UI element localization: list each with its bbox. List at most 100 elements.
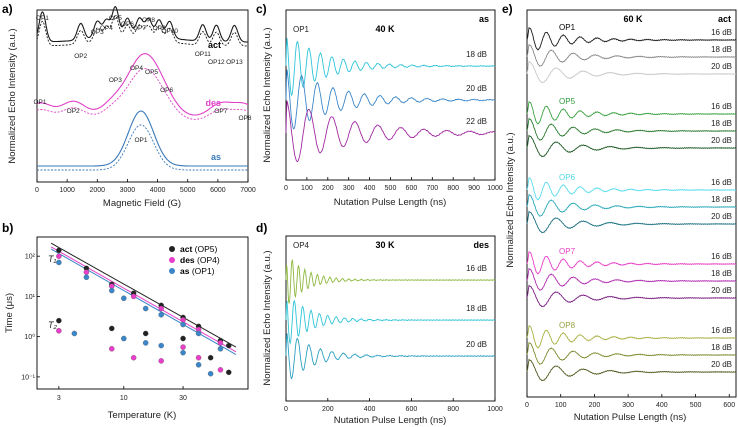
panel-e-group-label-OP8: OP8 <box>559 321 576 330</box>
panel-label-b: b) <box>2 221 13 235</box>
panel-b-xtick-label: 30 <box>179 395 187 402</box>
peak-label-act-OP13: OP13 <box>226 59 243 66</box>
panel-d-xlabel: Nutation Pulse Length (ns) <box>334 415 446 426</box>
panel-d-series-label: 16 dB <box>466 264 487 273</box>
point-as-T2 <box>180 349 186 356</box>
peak-label-des-OP8: OP8 <box>238 115 251 122</box>
panel-b-xtick-label: 10 <box>120 395 128 402</box>
panel-c-series-label: 20 dB <box>466 84 487 93</box>
legend-label-des: des (OP4) <box>180 255 220 265</box>
panel-e-xtick-label: 400 <box>656 402 668 409</box>
panel-d-xtick-label: 1000 <box>487 406 503 413</box>
panel-e-curve-OP1-18dB <box>526 43 737 67</box>
panel-e-series-label: 20 dB <box>711 136 732 145</box>
panel-e-curve-OP8-18dB <box>526 341 737 365</box>
panel-e-curve-OP5-18dB <box>526 117 737 141</box>
panel-c-tag: as <box>479 14 489 24</box>
peak-label-act-OP12: OP12 <box>208 59 225 66</box>
series-label-as: as <box>211 152 221 162</box>
peak-label-act-OP11: OP11 <box>195 51 212 58</box>
peak-label-des-OP5: OP5 <box>145 69 158 76</box>
panel-a-curve-as-dotted <box>37 124 248 171</box>
panel-e-series-label: 16 dB <box>711 326 732 335</box>
panel-e-series-label: 20 dB <box>711 286 732 295</box>
panel-b-ytick-label: 10¹ <box>25 294 36 301</box>
panel-c-xtick-label: 300 <box>343 185 355 192</box>
point-des-T1 <box>56 253 62 259</box>
panel-c-title: 40 K <box>375 24 395 34</box>
point-des-T1 <box>180 317 186 323</box>
panel-e-curve-OP5-20dB <box>526 134 737 158</box>
panel-e-series-label: 20 dB <box>711 212 732 221</box>
point-des-T1 <box>158 305 164 312</box>
peak-label-as-OP1: OP1 <box>134 137 147 144</box>
panel-e-series-label: 18 dB <box>711 195 732 204</box>
panel-d-series-label: 18 dB <box>466 304 487 313</box>
point-act-T1 <box>226 342 232 349</box>
peak-label-des-OP4: OP4 <box>130 65 143 72</box>
point-des-T2 <box>56 328 62 334</box>
panel-c-xtick-label: 200 <box>322 185 334 192</box>
panel-e-ylabel: Normalized Echo Intensity (a.u.) <box>505 132 516 267</box>
point-act-T2 <box>109 325 115 332</box>
panel-e-curve-OP8-16dB <box>526 325 737 349</box>
point-des-T1 <box>130 293 137 300</box>
panel-c: Normalized Echo Intensity (a.u.) Nutatio… <box>262 9 503 208</box>
panel-a-frame <box>36 9 249 183</box>
panel-b-ytick-label: 10⁰ <box>24 333 35 341</box>
panel-a-xtick-label: 6000 <box>210 187 226 194</box>
panel-e-tag: act <box>718 14 731 24</box>
point-act-T2 <box>180 335 186 342</box>
point-as-T2 <box>158 342 164 349</box>
panel-e-curve-OP8-20dB <box>526 358 737 382</box>
panel-d-curve-16dB <box>285 259 496 304</box>
panel-d: Normalized Echo Intensity (a.u.) Nutatio… <box>262 235 503 426</box>
panel-e-curve-OP1-16dB <box>526 27 737 51</box>
panel-e-title: 60 K <box>623 14 643 24</box>
panel-label-c: c) <box>256 2 267 16</box>
point-as-T2 <box>71 330 78 337</box>
panel-a-xtick-label: 7000 <box>240 187 256 194</box>
panel-a-xlabel: Magnetic Field (G) <box>103 198 181 209</box>
fit-line-des <box>50 246 237 353</box>
panel-e-series-label: 16 dB <box>711 178 732 187</box>
annotation-t2: T₂ <box>48 320 57 330</box>
peak-label-act-OP10: OP10 <box>161 28 178 35</box>
panel-e-curve-OP1-20dB <box>526 60 737 84</box>
panel-e-xlabel: Nutation Pulse Length (ns) <box>574 412 686 423</box>
panel-a-curve-des <box>36 53 249 116</box>
panel-b-ytick-label: 10² <box>25 254 36 261</box>
panel-d-tag: des <box>473 240 489 250</box>
panel-a-ylabel: Normalized Echo Intensity (a.u.) <box>7 28 18 163</box>
panel-c-xtick-label: 500 <box>385 185 397 192</box>
panel-d-series-label: 20 dB <box>466 340 487 349</box>
point-as-T2 <box>207 370 214 377</box>
panel-b-ylabel: Time (μs) <box>4 293 15 333</box>
panel-d-xtick-label: 800 <box>447 406 459 413</box>
panel-c-series-label: 18 dB <box>466 50 487 59</box>
panel-d-xtick-label: 400 <box>364 406 376 413</box>
legend-label-act: act (OP5) <box>180 244 217 254</box>
point-as-T2 <box>121 335 127 342</box>
panel-e-group-label-OP6: OP6 <box>559 173 576 182</box>
point-des-T2 <box>180 344 186 350</box>
panel-c-xtick-label: 400 <box>364 185 376 192</box>
peak-label-act-OP4: OP4 <box>100 25 113 32</box>
point-act-T2 <box>142 330 149 337</box>
point-act-T1 <box>56 247 62 254</box>
panel-c-xtick-label: 0 <box>284 185 288 192</box>
peak-label-des-OP3: OP3 <box>109 77 122 84</box>
point-des-T2 <box>195 354 202 361</box>
panel-c-curve-18dB <box>285 38 496 97</box>
panel-e-xtick-label: 600 <box>723 402 735 409</box>
point-as-T1 <box>83 274 90 280</box>
point-des-T2 <box>109 346 115 352</box>
point-as-T2 <box>142 340 149 346</box>
panel-e-series-label: 20 dB <box>711 62 732 71</box>
panel-c-xtick-label: 1000 <box>487 185 503 192</box>
point-des-T1 <box>83 269 90 275</box>
panel-a-xtick-label: 3000 <box>120 187 136 194</box>
point-des-T2 <box>217 367 224 373</box>
panel-e-series-label: 16 dB <box>711 28 732 37</box>
